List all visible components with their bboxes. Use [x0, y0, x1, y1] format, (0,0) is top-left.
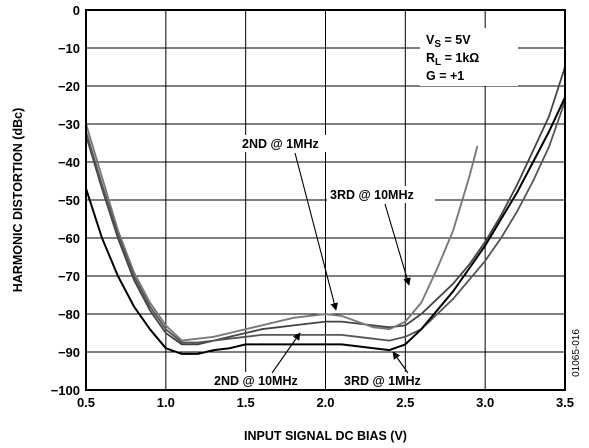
annotation-2nd-1mhz: 2ND @ 1MHz [242, 137, 319, 151]
y-tick-label: −80 [58, 307, 80, 322]
y-axis-label: HARMONIC DISTORTION (dBc) [11, 108, 25, 293]
annotation-2nd-1mhz-arrow [294, 152, 338, 311]
x-tick-label: 0.5 [77, 395, 95, 410]
series-line-2nd-10mhz [85, 96, 566, 355]
y-tick-label: −30 [58, 117, 80, 132]
x-tick-label: 2.5 [396, 395, 414, 410]
annotation-3rd-1mhz-background [341, 372, 441, 389]
x-tick-label: 2.0 [316, 395, 334, 410]
y-tick-label: −20 [58, 79, 80, 94]
annotation-3rd-10mhz-background [327, 186, 435, 203]
series-lines [85, 66, 566, 355]
y-tick-label: −40 [58, 155, 80, 170]
y-tick-label: −100 [51, 383, 80, 398]
x-tick-label: 1.0 [157, 395, 175, 410]
supply-voltage-label: VS = 5V [426, 33, 471, 50]
annotation-2nd-10mhz-arrow [271, 332, 301, 374]
plot-frame [85, 9, 566, 391]
y-tick-label: 0 [73, 3, 80, 18]
x-axis-label: INPUT SIGNAL DC BIAS (V) [244, 429, 407, 443]
y-tick-label: −10 [58, 41, 80, 56]
y-tick-label: −90 [58, 345, 80, 360]
x-tick-labels: 0.5 1.0 1.5 2.0 2.5 3.0 3.5 [77, 395, 574, 410]
x-tick-label: 1.5 [237, 395, 255, 410]
gain-label: G = +1 [426, 69, 464, 83]
series-line-2nd-1mhz [85, 66, 566, 346]
series-line-3rd-1mhz [85, 100, 566, 344]
annotation-3rd-10mhz-arrow [384, 203, 411, 286]
load-resistance-label: RL = 1kΩ [426, 51, 479, 68]
test-conditions: VS = 5V RL = 1kΩ G = +1 [420, 28, 518, 86]
y-tick-labels: 0 −10 −20 −30 −40 −50 −60 −70 −80 −90 −100 [51, 3, 80, 398]
annotation-3rd-1mhz-arrow [392, 351, 409, 374]
x-tick-label: 3.0 [476, 395, 494, 410]
annotation-3rd-1mhz: 3RD @ 1MHz [344, 374, 421, 388]
conditions-background [420, 28, 518, 86]
series-annotations: 2ND @ 1MHz 3RD @ 10MHz 2ND @ 10MHz 3RD @… [211, 135, 441, 389]
annotation-2nd-10mhz: 2ND @ 10MHz [214, 374, 298, 388]
y-tick-label: −60 [58, 231, 80, 246]
annotation-2nd-10mhz-background [211, 372, 321, 389]
figure-id: 01065-016 [571, 329, 582, 377]
x-tick-label: 3.5 [556, 395, 574, 410]
series-line-3rd-10mhz [85, 123, 479, 342]
annotation-3rd-10mhz: 3RD @ 10MHz [330, 188, 414, 202]
y-tick-label: −70 [58, 269, 80, 284]
y-tick-label: −50 [58, 193, 80, 208]
annotation-2nd-1mhz-background [239, 135, 339, 152]
